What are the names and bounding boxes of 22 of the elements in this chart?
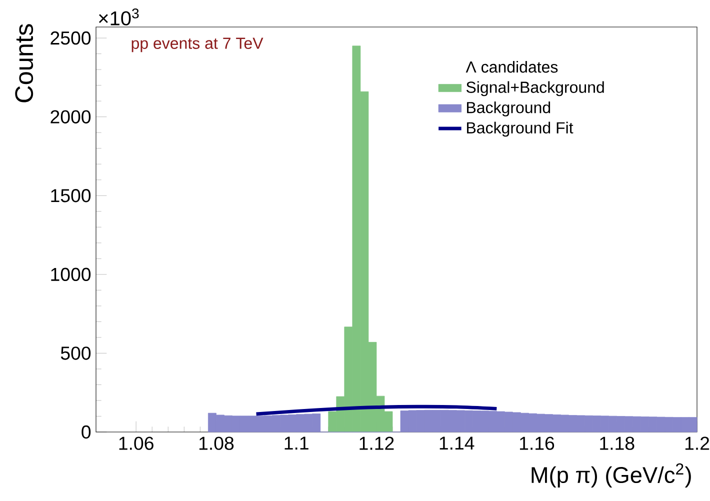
x-tick-label: 1.06 — [119, 436, 154, 450]
annotation: pp events at 7 TeV — [132, 38, 264, 52]
x-tick-label: 1.16 — [520, 436, 554, 450]
legend-label: Signal+Background — [466, 81, 604, 96]
legend-label: Background Fit — [467, 122, 574, 137]
legend-label: Background — [467, 101, 550, 116]
y-axis-title: Counts — [15, 24, 34, 102]
y-tick-label: 500 — [60, 346, 91, 360]
x-tick-label: 1.12 — [360, 436, 394, 450]
y-tick-label: 2000 — [50, 110, 91, 124]
legend-title: Λ candidates — [466, 60, 558, 73]
x-axis-title: M(p π) (GeV/c$^{2}$) — [532, 463, 691, 488]
x-tick-label: 1.1 — [284, 436, 308, 450]
y-tick-label: 2500 — [50, 31, 91, 45]
y-tick-label: 1500 — [51, 188, 91, 202]
text: ×10$^{3}$ — [98, 8, 139, 26]
y-tick-label: 0 — [82, 425, 91, 439]
x-tick-label: 1.14 — [440, 436, 474, 450]
y-tick-label: 1000 — [51, 268, 91, 282]
x-tick-label: 1.18 — [600, 436, 634, 450]
x-tick-label: 1.2 — [685, 436, 710, 450]
x-tick-label: 1.08 — [199, 436, 234, 450]
